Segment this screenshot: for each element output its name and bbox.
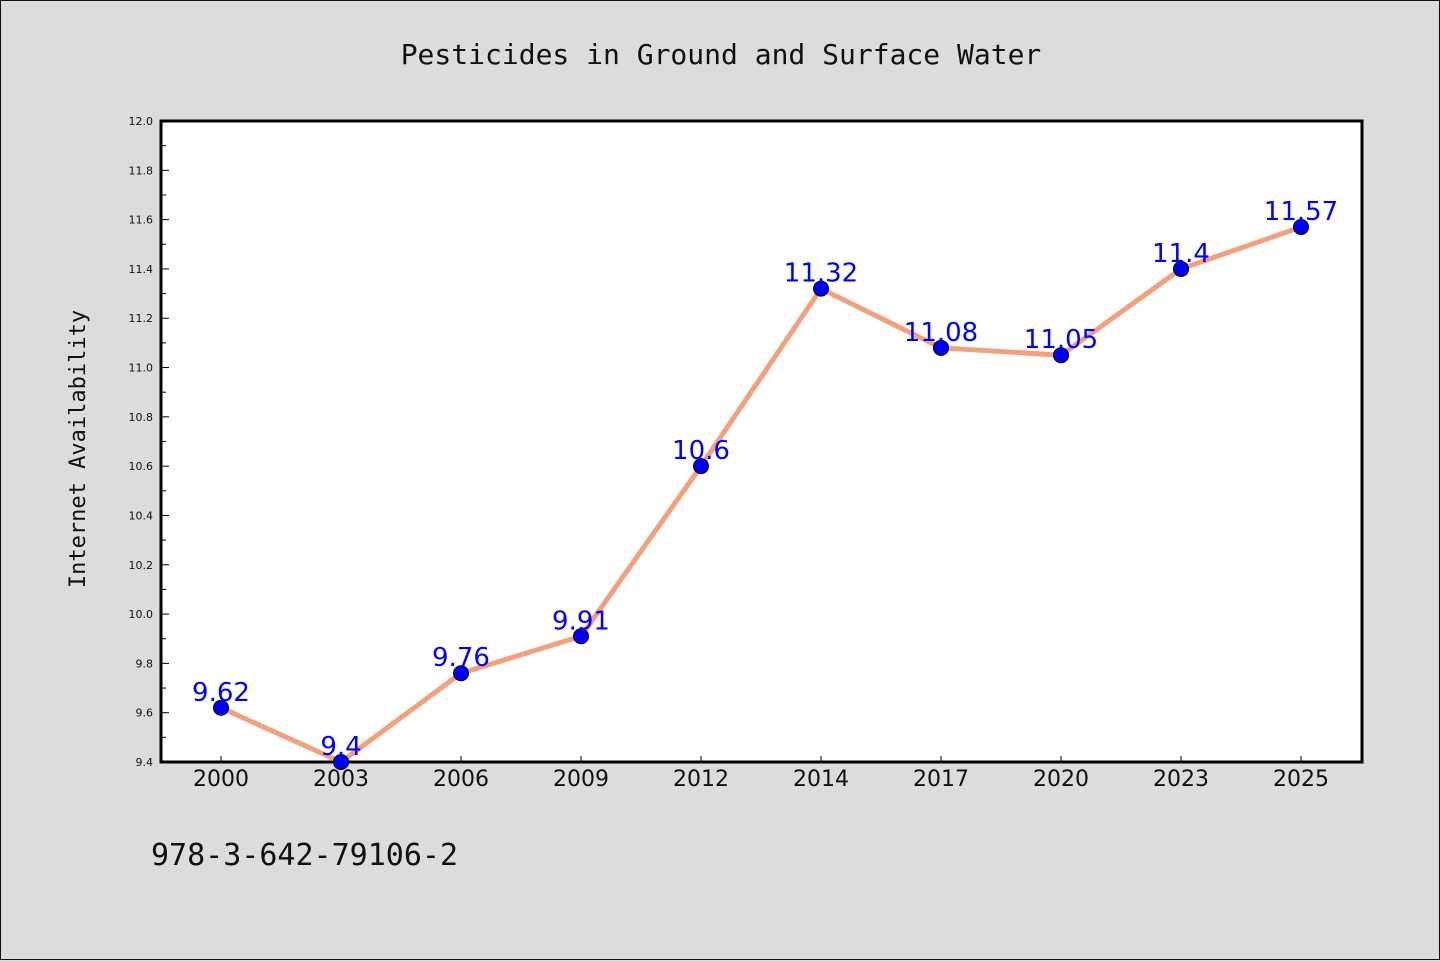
data-label: 10.6 — [672, 436, 730, 466]
data-label: 11.4 — [1152, 239, 1210, 269]
data-point — [813, 280, 829, 297]
y-tick-label: 9.8 — [136, 657, 154, 670]
x-tick-label: 2023 — [1153, 767, 1209, 792]
plot-area — [159, 119, 1364, 764]
data-point — [933, 339, 949, 356]
x-tick-label: 2000 — [193, 767, 249, 792]
y-tick-label: 10.6 — [129, 460, 154, 473]
data-point — [573, 628, 589, 645]
series-line — [219, 224, 1302, 765]
data-label: 9.91 — [552, 606, 610, 636]
x-tick-label: 2025 — [1273, 767, 1329, 792]
chart-title: Pesticides in Ground and Surface Water — [401, 38, 1042, 71]
data-label: 9.76 — [432, 643, 490, 673]
data-point — [693, 458, 709, 475]
data-point — [333, 754, 349, 770]
x-tick-label: 2009 — [553, 767, 609, 792]
y-tick-label: 9.6 — [136, 707, 154, 720]
data-point — [1173, 260, 1189, 277]
data-point — [1293, 219, 1309, 236]
data-point — [1053, 347, 1069, 364]
data-label: 9.4 — [320, 732, 361, 762]
y-tick-label: 10.4 — [129, 509, 154, 522]
y-tick-label: 10.0 — [129, 608, 154, 621]
y-tick-label: 11.8 — [129, 164, 154, 177]
data-point — [453, 665, 469, 682]
data-label: 11.08 — [904, 318, 978, 348]
x-tick-label: 2006 — [433, 767, 489, 792]
data-label: 9.62 — [192, 678, 250, 708]
x-tick-label: 2003 — [313, 767, 369, 792]
y-axis: 9.4 9.6 9.8 10.0 10.2 10.4 10.6 10.8 11.0 11.2 11.… — [129, 115, 169, 769]
x-tick-label: 2020 — [1033, 767, 1089, 792]
y-tick-label: 11.2 — [129, 312, 154, 325]
data-label: 11.57 — [1264, 197, 1338, 227]
y-tick-label: 10.8 — [129, 411, 154, 424]
x-tick-label: 2014 — [793, 767, 849, 792]
x-axis: 2000 2003 2006 2009 2012 2014 2017 2020 2023 2025 — [193, 756, 1329, 792]
y-tick-label: 10.2 — [129, 559, 154, 572]
data-label: 11.05 — [1024, 325, 1098, 355]
y-tick-label: 11.0 — [129, 362, 154, 375]
x-tick-label: 2012 — [673, 767, 729, 792]
y-tick-label: 11.4 — [129, 263, 154, 276]
y-tick-label: 9.4 — [136, 756, 154, 769]
data-label: 11.32 — [784, 259, 858, 289]
y-tick-label: 11.6 — [129, 214, 154, 227]
data-point — [213, 699, 229, 716]
footer-code: 978-3-642-79106-2 — [151, 838, 458, 873]
data-series: 9.62 9.4 9.76 9.91 10.6 11.32 11.08 11.05 11.4 11… — [192, 197, 1338, 770]
y-axis-label: Internet Availability — [66, 310, 91, 588]
x-tick-label: 2017 — [913, 767, 969, 792]
y-tick-label: 12.0 — [129, 115, 154, 128]
